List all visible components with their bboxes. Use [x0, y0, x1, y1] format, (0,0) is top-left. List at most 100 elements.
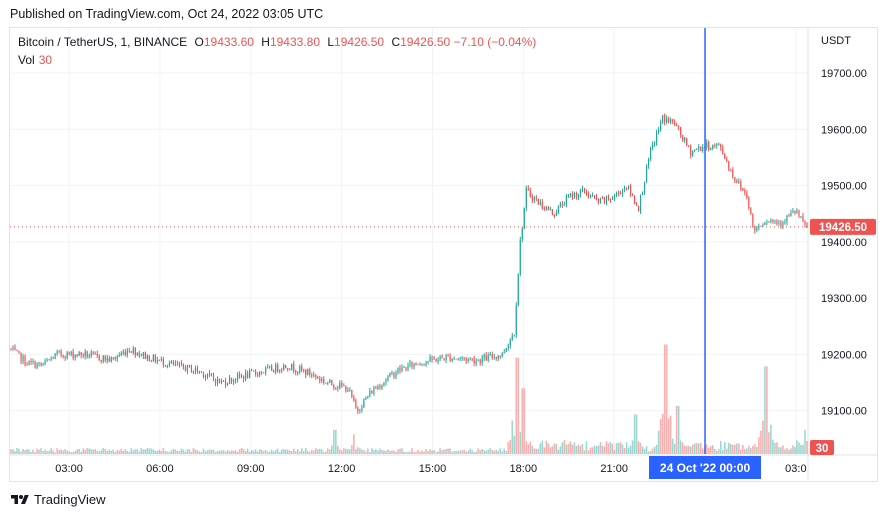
- volume-bar: [174, 449, 177, 454]
- volume-bar: [64, 449, 66, 454]
- candle-body: [668, 118, 670, 123]
- volume-bar: [274, 449, 277, 454]
- volume-bar: [329, 449, 331, 454]
- candle-body: [742, 188, 744, 191]
- volume-bar: [118, 450, 121, 454]
- volume-bar: [32, 449, 34, 454]
- candle-body: [401, 367, 403, 372]
- volume-bar: [228, 451, 231, 454]
- currency-label[interactable]: USDT: [821, 35, 851, 47]
- candle-body: [120, 353, 122, 356]
- volume-bar: [184, 451, 187, 454]
- candle-body: [565, 195, 567, 205]
- candle-body: [762, 225, 764, 226]
- candle-body: [96, 353, 98, 356]
- volume-bar: [290, 451, 293, 454]
- volume-bar: [16, 447, 18, 454]
- candle-body: [419, 363, 421, 365]
- chart-frame[interactable]: [9, 27, 878, 482]
- candle-body: [126, 350, 128, 355]
- volume-bar: [100, 450, 103, 454]
- candle-body: [415, 363, 417, 365]
- volume-bar: [154, 450, 157, 454]
- volume-bar: [244, 451, 247, 454]
- volume-bar: [146, 448, 149, 454]
- volume-bar: [198, 451, 201, 454]
- symbol-name[interactable]: Bitcoin / TetherUS, 1, BINANCE: [18, 35, 188, 49]
- candle-body: [98, 355, 100, 361]
- candle-body: [365, 397, 367, 400]
- volume-bar: [469, 448, 471, 454]
- volume-bar: [220, 450, 223, 454]
- volume-label[interactable]: Vol: [18, 53, 35, 67]
- volume-bar: [66, 450, 68, 454]
- candle-body: [439, 356, 441, 360]
- candle-body: [511, 335, 513, 341]
- volume-bar: [467, 450, 469, 454]
- volume-bar: [611, 443, 614, 454]
- volume-bar: [675, 405, 678, 454]
- candle-body: [643, 182, 646, 193]
- volume-bar: [186, 449, 189, 454]
- volume-bar: [383, 450, 385, 454]
- volume-bar: [230, 450, 233, 454]
- candle-body: [190, 366, 193, 373]
- candle-body: [672, 119, 674, 122]
- volume-bar: [369, 452, 371, 454]
- candle-body: [796, 211, 798, 213]
- candle-body: [585, 191, 588, 195]
- candle-body: [287, 368, 289, 370]
- volume-bar: [399, 448, 401, 454]
- footer-brand[interactable]: TradingView: [10, 492, 106, 507]
- candle-body: [164, 365, 166, 367]
- volume-bar: [593, 445, 596, 454]
- candle-body: [573, 193, 576, 198]
- volume-bar: [563, 440, 566, 454]
- candle-body: [146, 355, 148, 359]
- volume-bar: [234, 450, 237, 454]
- candle-body: [100, 360, 102, 362]
- candle-body: [682, 134, 684, 141]
- candle-body: [413, 363, 415, 367]
- volume-bar: [529, 441, 532, 454]
- volume-bar: [455, 451, 457, 454]
- volume-bar: [104, 448, 107, 454]
- candle-body: [738, 181, 740, 183]
- candles: [10, 113, 808, 415]
- volume-bar: [603, 446, 606, 454]
- volume-bar: [579, 445, 582, 454]
- candle-body: [706, 142, 708, 148]
- volume-bar: [152, 449, 155, 454]
- volume-bar: [503, 448, 506, 454]
- candle-body: [257, 374, 259, 376]
- volume-bar: [94, 449, 97, 454]
- candle-body: [186, 364, 189, 372]
- candle-body: [509, 340, 511, 346]
- candle-body: [619, 193, 622, 195]
- candle-body: [347, 390, 349, 392]
- volume-bar: [188, 449, 191, 454]
- candle-body: [589, 195, 592, 197]
- volume-bar: [589, 447, 592, 454]
- candle-body: [385, 380, 387, 383]
- volume-bar: [158, 449, 161, 454]
- candle-body: [315, 374, 317, 377]
- candle-body: [66, 352, 68, 359]
- candle-body: [652, 144, 654, 148]
- volume-bar: [473, 452, 475, 454]
- volume-bar: [56, 448, 58, 454]
- volume-bar: [495, 449, 498, 454]
- volume-bar: [62, 450, 64, 454]
- volume-bar: [156, 450, 159, 454]
- volume-bar: [114, 452, 117, 454]
- volume-bar: [489, 448, 492, 454]
- candle-body: [772, 219, 774, 222]
- price-tick-label: 19400.00: [821, 237, 867, 249]
- volume-bar: [266, 451, 269, 454]
- volume-bar: [282, 449, 285, 454]
- volume-bar: [673, 443, 676, 454]
- volume-bar: [337, 445, 339, 454]
- candle-body: [271, 366, 273, 371]
- candle-body: [204, 376, 207, 378]
